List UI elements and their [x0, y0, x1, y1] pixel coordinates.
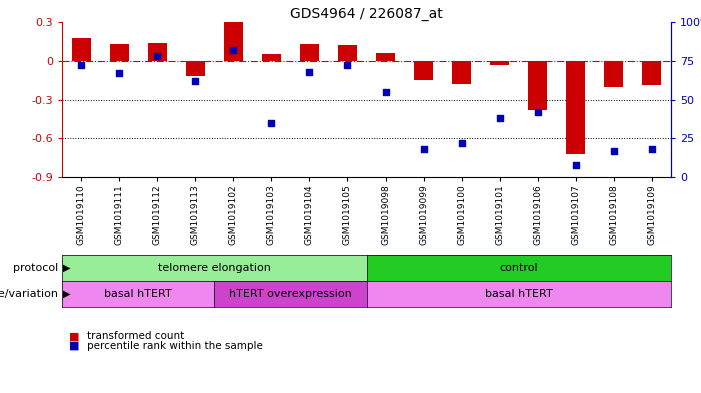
Point [570, 162, 581, 168]
Bar [186, 61, 205, 76]
Bar [529, 61, 547, 110]
Bar [109, 44, 128, 61]
Point [418, 146, 429, 152]
Point [608, 147, 620, 154]
Bar [148, 43, 167, 61]
Text: basal hTERT: basal hTERT [104, 289, 172, 299]
Point [380, 88, 391, 95]
Bar [642, 61, 662, 85]
Text: protocol: protocol [13, 263, 58, 273]
Point [114, 70, 125, 76]
Point [228, 47, 239, 53]
Point [342, 62, 353, 68]
Point [266, 119, 277, 126]
Point [532, 109, 543, 115]
Bar [566, 61, 585, 154]
Bar [452, 61, 471, 84]
Bar [414, 61, 433, 80]
Bar [224, 22, 243, 61]
Text: genotype/variation: genotype/variation [0, 289, 58, 299]
Text: control: control [499, 263, 538, 273]
Point [456, 140, 468, 146]
Text: transformed count: transformed count [86, 331, 184, 341]
Point [151, 53, 163, 59]
Bar [376, 53, 395, 61]
Text: ■: ■ [69, 331, 79, 341]
Text: basal hTERT: basal hTERT [485, 289, 552, 299]
Text: percentile rank within the sample: percentile rank within the sample [86, 341, 262, 351]
Bar [604, 61, 623, 86]
Text: ▶: ▶ [62, 263, 70, 273]
Point [494, 115, 505, 121]
Text: ▶: ▶ [62, 289, 70, 299]
Bar [490, 61, 509, 64]
Title: GDS4964 / 226087_at: GDS4964 / 226087_at [290, 7, 443, 21]
Point [646, 146, 658, 152]
Point [189, 78, 200, 84]
Bar [262, 54, 281, 61]
Point [76, 62, 87, 68]
Bar [72, 37, 90, 61]
Text: ■: ■ [69, 341, 79, 351]
Point [304, 68, 315, 75]
Text: telomere elongation: telomere elongation [158, 263, 271, 273]
Bar [300, 44, 319, 61]
Text: hTERT overexpression: hTERT overexpression [229, 289, 352, 299]
Bar [338, 45, 357, 61]
